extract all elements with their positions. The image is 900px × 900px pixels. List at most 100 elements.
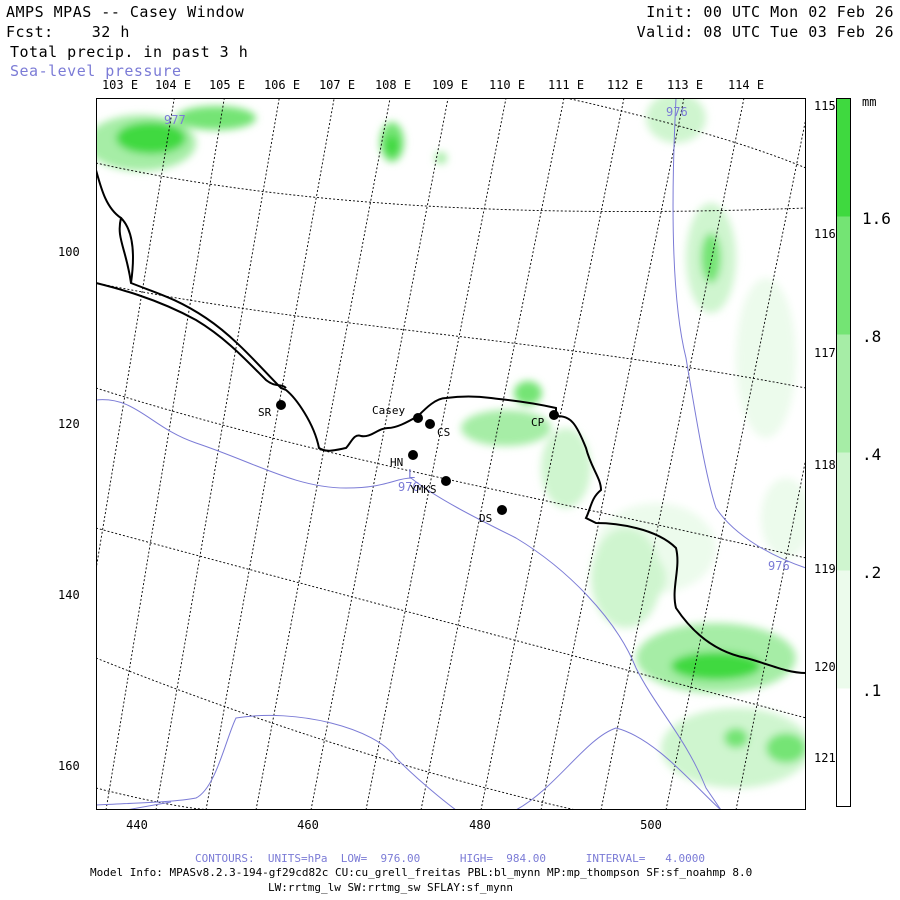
contour-label: 976 — [398, 480, 420, 494]
stations: SR Casey CS HN YMKS DS CP — [258, 400, 559, 525]
y-tick-label: 100 — [58, 245, 80, 259]
x-tick-label: 440 — [126, 818, 148, 832]
slp-contour — [96, 714, 457, 810]
station-label: CS — [437, 426, 450, 439]
graticule — [96, 98, 806, 810]
overlay-name: Sea-level pressure — [10, 62, 182, 80]
slp-contour — [96, 399, 722, 810]
graticule-line — [600, 98, 745, 810]
lon-label: 114 E — [727, 78, 765, 92]
station-label: SR — [258, 406, 272, 419]
graticule-line — [96, 162, 806, 212]
graticule-line — [365, 98, 507, 810]
graticule-line — [96, 98, 175, 573]
graticule-line — [310, 98, 449, 810]
graticule-line — [105, 98, 225, 810]
lon-label: 104 E — [154, 78, 192, 92]
forecast-hour: Fcst: 32 h — [6, 23, 130, 41]
slp-contours — [96, 98, 806, 810]
lon-label: 105 E — [208, 78, 246, 92]
contour-info: CONTOURS: UNITS=hPa LOW= 976.00 HIGH= 98… — [195, 852, 705, 865]
legend-label: .4 — [862, 445, 882, 464]
legend-label: .2 — [862, 563, 882, 582]
model-info: Model Info: MPASv8.2.3-194-gf29cd82c CU:… — [90, 866, 753, 879]
precip-area — [736, 278, 796, 438]
lon-label: 103 E — [101, 78, 139, 92]
graticule-line — [96, 657, 577, 810]
lon-label: 108 E — [374, 78, 412, 92]
color-legend — [836, 98, 851, 807]
map-panel: 977 976 976 976 L SR Casey CS HN YMKS DS… — [96, 98, 806, 810]
legend-label: .8 — [862, 327, 882, 346]
field-name: Total precip. in past 3 h — [10, 43, 249, 61]
slp-contour — [515, 727, 722, 810]
station-dot[interactable] — [549, 410, 559, 420]
precip-area — [701, 233, 721, 283]
graticule-line — [565, 98, 806, 169]
graticule-line — [420, 98, 565, 810]
precip-area — [176, 106, 256, 130]
legend-label: 1.6 — [862, 209, 891, 228]
coastline-path — [120, 217, 134, 284]
slp-contour — [125, 801, 172, 810]
contour-label: 976 — [768, 559, 790, 573]
station-dot[interactable] — [413, 413, 423, 423]
y-tick-label: 160 — [58, 759, 80, 773]
station-label: DS — [479, 512, 492, 525]
station-dot[interactable] — [425, 419, 435, 429]
graticule-line — [96, 787, 217, 810]
map-frame — [96, 98, 806, 810]
y-tick-label: 120 — [58, 417, 80, 431]
graticule-line — [540, 98, 685, 810]
model-info-line2: LW:rrtmg_lw SW:rrtmg_sw SFLAY:sf_mynn — [268, 881, 514, 894]
legend-frame — [836, 98, 851, 807]
lon-label: 107 E — [318, 78, 356, 92]
lon-label: 110 E — [488, 78, 526, 92]
x-tick-label: 500 — [640, 818, 662, 832]
precip-area — [116, 122, 186, 154]
precip-area — [724, 728, 748, 748]
init-time: Init: 00 UTC Mon 02 Feb 26 — [646, 3, 894, 21]
valid-time: Valid: 08 UTC Tue 03 Feb 26 — [636, 23, 894, 41]
lon-label: 109 E — [431, 78, 469, 92]
graticule-line — [255, 98, 391, 810]
precip-area — [435, 152, 447, 164]
coastline-path — [96, 169, 806, 674]
low-pressure-marker: L — [408, 467, 415, 481]
x-tick-label: 460 — [297, 818, 319, 832]
lon-label: 111 E — [547, 78, 585, 92]
legend-swatch — [836, 216, 851, 335]
legend-unit: mm — [862, 95, 877, 109]
lon-label: 112 E — [606, 78, 644, 92]
slp-contour — [672, 98, 806, 569]
contour-label: 976 — [666, 105, 688, 119]
lon-label: 106 E — [263, 78, 301, 92]
map-title: AMPS MPAS -- Casey Window — [6, 3, 245, 21]
station-dot[interactable] — [497, 505, 507, 515]
graticule-line — [155, 98, 280, 810]
precip-area — [514, 381, 542, 405]
coastline — [96, 169, 806, 674]
station-dot[interactable] — [408, 450, 418, 460]
precip-area — [761, 478, 806, 558]
precip-area — [591, 528, 661, 628]
legend-swatch — [836, 452, 851, 571]
precip-area — [385, 136, 399, 156]
contour-label: 977 — [164, 113, 186, 127]
lon-label: 113 E — [666, 78, 704, 92]
precip-area — [646, 98, 706, 143]
station-label: YMKS — [410, 483, 437, 496]
station-label: HN — [390, 456, 403, 469]
x-tick-label: 480 — [469, 818, 491, 832]
precip-area — [671, 652, 761, 680]
station-label: Casey — [372, 404, 405, 417]
station-dot[interactable] — [276, 400, 286, 410]
station-dot[interactable] — [441, 476, 451, 486]
graticule-line — [96, 527, 806, 719]
legend-swatch — [836, 570, 851, 689]
coastline-path — [96, 282, 287, 389]
graticule-line — [480, 98, 625, 810]
legend-label: .1 — [862, 681, 882, 700]
precip-field — [96, 98, 806, 788]
precip-area — [461, 410, 551, 446]
